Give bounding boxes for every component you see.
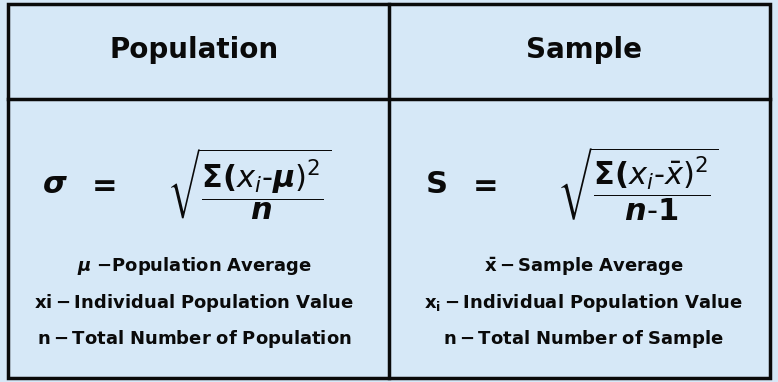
Text: $\sqrt{\dfrac{\boldsymbol{\Sigma(x_i\text{-}\mu)^2}}{\boldsymbol{n}}}$: $\sqrt{\dfrac{\boldsymbol{\Sigma(x_i\tex… (167, 146, 331, 222)
Text: $\boldsymbol{\mu}$ $\mathbf{- Population\ Average}$
$\mathbf{xi - Individual\ Po: $\boldsymbol{\mu}$ $\mathbf{- Population… (34, 256, 355, 350)
Text: $\sqrt{\dfrac{\boldsymbol{\Sigma(x_i\text{-}\bar{x})^2}}{\boldsymbol{n\text{-}1}: $\sqrt{\dfrac{\boldsymbol{\Sigma(x_i\tex… (557, 145, 719, 223)
Text: $\mathbf{=}$: $\mathbf{=}$ (86, 170, 116, 199)
Text: $\mathbf{=}$: $\mathbf{=}$ (468, 170, 497, 199)
Text: $\mathbf{\bar{x} - Sample\ Average}$
$\mathbf{x_i - Individual\ Population\ Valu: $\mathbf{\bar{x} - Sample\ Average}$ $\m… (424, 255, 743, 351)
Text: Sample: Sample (525, 36, 642, 64)
Text: $\mathbf{S}$: $\mathbf{S}$ (425, 170, 447, 199)
Text: $\boldsymbol{\sigma}$: $\boldsymbol{\sigma}$ (41, 170, 68, 199)
Text: Population: Population (110, 36, 279, 64)
